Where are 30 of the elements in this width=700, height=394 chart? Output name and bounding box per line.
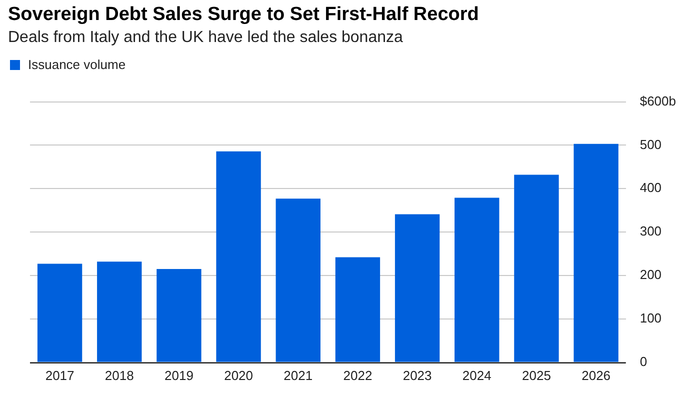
bar xyxy=(574,144,618,362)
x-tick-label: 2021 xyxy=(284,368,313,383)
y-tick-label: 500 xyxy=(640,136,662,152)
y-tick-label: 0 xyxy=(640,354,648,369)
x-tick-label: 2020 xyxy=(224,368,254,383)
x-tick-label: 2022 xyxy=(343,368,372,383)
y-tick-label: 300 xyxy=(640,224,662,239)
x-tick-label: 2025 xyxy=(522,368,551,383)
bar xyxy=(335,257,380,362)
bar xyxy=(216,151,261,362)
x-tick-label: 2026 xyxy=(582,368,611,383)
bar xyxy=(394,214,440,362)
y-tick-label: $600b xyxy=(640,93,676,108)
x-tick-label: 2017 xyxy=(45,368,74,383)
chart-title: Sovereign Debt Sales Surge to Set First-Half Record xyxy=(8,4,479,26)
bar xyxy=(97,262,142,362)
x-tick-label: 2019 xyxy=(164,368,194,383)
bar xyxy=(276,198,320,362)
bar xyxy=(454,198,500,362)
x-tick-label: 2023 xyxy=(402,368,432,383)
y-tick-label: 200 xyxy=(640,267,662,282)
x-tick-label: 2018 xyxy=(104,368,134,383)
bar xyxy=(514,174,559,362)
x-tick-label: 2024 xyxy=(462,368,492,383)
y-tick-label: 100 xyxy=(640,310,662,326)
y-tick-label: 400 xyxy=(640,180,662,196)
bar xyxy=(156,269,202,362)
chart-subtitle: Deals from Italy and the UK have led the sales bonanza xyxy=(8,29,403,47)
bar xyxy=(37,264,82,362)
legend-label: Issuance volume xyxy=(28,57,126,72)
